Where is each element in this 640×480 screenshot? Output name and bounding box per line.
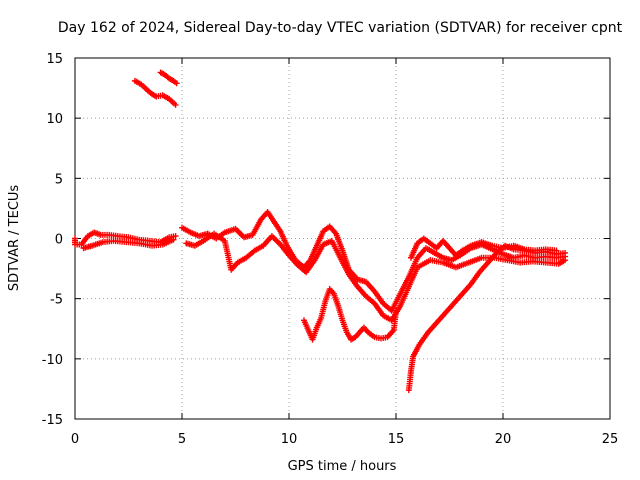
data-point-marker: [173, 80, 180, 87]
series-arc-morning-lower: [80, 236, 177, 252]
series-arc-early-high-a: [131, 77, 179, 108]
series-arc-late-upper: [407, 235, 560, 261]
chart-title: Day 162 of 2024, Sidereal Day-to-day VTE…: [58, 20, 623, 36]
x-tick-label: 25: [602, 432, 619, 447]
grid-layer: [75, 58, 610, 419]
y-tick-label: 15: [46, 52, 63, 67]
y-tick-label: -5: [50, 293, 63, 308]
series-arc-afternoon-dip: [300, 286, 399, 343]
data-point-marker: [170, 236, 177, 243]
data-point-marker: [172, 233, 179, 240]
y-tick-label: -15: [42, 413, 63, 428]
x-tick-label: 15: [388, 432, 405, 447]
marks-layer: [72, 69, 569, 394]
data-point-marker: [553, 247, 560, 254]
series-arc-early-high-b: [157, 69, 180, 87]
x-axis-label: GPS time / hours: [288, 459, 397, 474]
y-tick-label: -10: [42, 353, 63, 368]
series-arc-midday-a: [179, 209, 569, 314]
tick-layer: 0 5 10 15 20 25 -15 -10 -5 0 5 10 15: [42, 52, 619, 447]
y-tick-label: 10: [46, 112, 63, 127]
data-point-marker: [172, 101, 179, 108]
data-point-marker: [393, 307, 399, 314]
data-point-marker: [562, 249, 569, 256]
x-tick-label: 20: [495, 432, 512, 447]
x-tick-label: 5: [178, 432, 186, 447]
y-tick-label: 0: [55, 233, 63, 248]
series-arc-midday-b: [183, 230, 569, 324]
x-tick-label: 10: [281, 432, 298, 447]
y-tick-label: 5: [55, 172, 63, 187]
data-point-marker: [562, 257, 569, 264]
y-axis-label: SDTVAR / TECUs: [7, 185, 22, 292]
x-tick-label: 0: [71, 432, 79, 447]
